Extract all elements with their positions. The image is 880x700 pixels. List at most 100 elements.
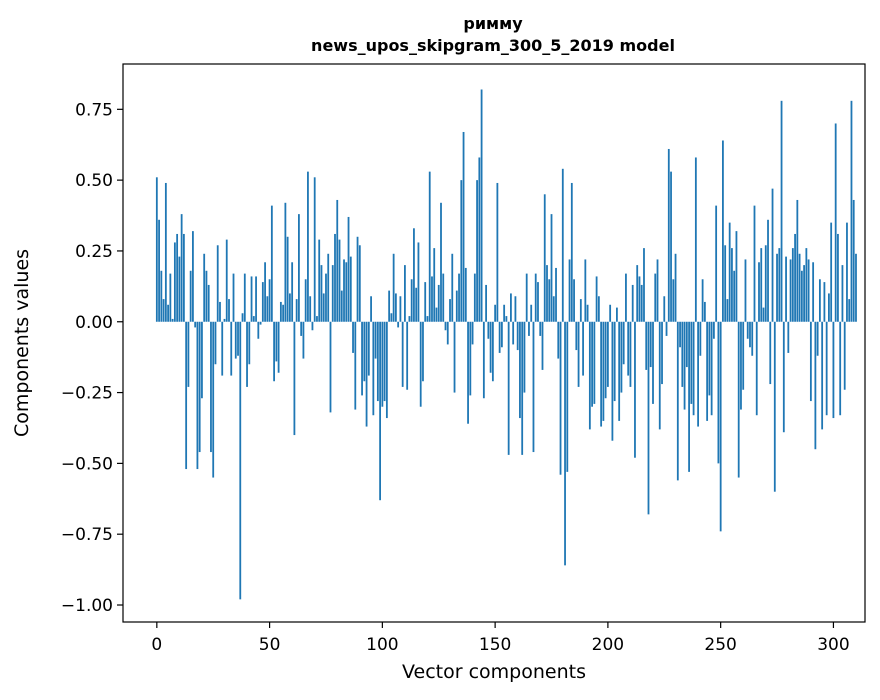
bar-component-128 <box>444 321 447 331</box>
bar-component-63 <box>298 214 300 322</box>
bar-component-181 <box>564 321 566 566</box>
bar-component-89 <box>356 236 359 322</box>
bar-component-224 <box>661 321 663 385</box>
y-tick-label-0: 0.75 <box>75 100 113 120</box>
bar-component-230 <box>674 253 677 322</box>
bar-component-247 <box>712 321 715 339</box>
bar-component-156 <box>507 321 510 455</box>
bar-component-56 <box>282 304 285 322</box>
bar-component-93 <box>365 321 368 427</box>
bar-component-144 <box>480 89 483 322</box>
bar-component-5 <box>167 304 169 322</box>
bar-component-197 <box>600 321 603 427</box>
bar-component-213 <box>636 265 639 322</box>
bar-component-268 <box>760 248 763 322</box>
bars-group <box>155 89 857 600</box>
bar-component-273 <box>771 188 774 322</box>
chart-title-model: news_upos_skipgram_300_5_2019 model <box>311 36 675 55</box>
bar-component-170 <box>539 321 542 336</box>
bar-component-308 <box>850 100 853 322</box>
bar-component-90 <box>358 245 361 322</box>
bar-component-13 <box>185 321 188 470</box>
bar-component-212 <box>634 321 636 458</box>
bar-component-195 <box>595 276 598 322</box>
bar-component-153 <box>500 321 503 348</box>
bar-component-235 <box>685 321 688 368</box>
bar-component-9 <box>176 233 179 322</box>
bar-component-266 <box>755 321 758 416</box>
bar-component-40 <box>246 321 248 387</box>
bar-component-70 <box>313 177 316 322</box>
bar-component-123 <box>433 248 436 322</box>
bar-component-183 <box>568 259 571 322</box>
bar-component-85 <box>347 216 350 322</box>
bar-component-177 <box>555 267 557 322</box>
bar-component-22 <box>205 270 208 322</box>
bar-component-121 <box>428 171 431 322</box>
bar-component-6 <box>169 273 172 322</box>
bar-component-232 <box>679 321 681 348</box>
bar-component-4 <box>164 182 167 322</box>
bar-component-62 <box>295 299 298 322</box>
bar-component-214 <box>638 276 641 322</box>
bar-component-163 <box>523 321 526 393</box>
bar-component-36 <box>237 321 239 356</box>
y-tick-label-6: −0.75 <box>61 525 113 545</box>
bar-component-108 <box>399 296 402 322</box>
bar-component-278 <box>782 321 785 433</box>
bar-component-91 <box>361 321 363 396</box>
bar-component-168 <box>534 273 537 322</box>
bar-component-248 <box>715 205 718 322</box>
bar-component-301 <box>834 123 837 322</box>
bar-component-39 <box>243 273 246 322</box>
bar-component-220 <box>652 321 654 404</box>
bar-component-35 <box>234 321 237 359</box>
bar-component-201 <box>609 304 612 322</box>
bar-component-209 <box>627 321 630 376</box>
bar-component-182 <box>566 321 569 472</box>
bar-component-245 <box>708 321 711 396</box>
bar-component-277 <box>780 100 783 322</box>
bar-component-264 <box>751 321 754 356</box>
bar-component-274 <box>773 321 776 492</box>
bar-component-225 <box>663 296 666 322</box>
bar-component-96 <box>372 321 375 416</box>
x-tick-label-6: 300 <box>817 635 849 655</box>
bar-component-279 <box>785 256 787 322</box>
bar-component-211 <box>631 284 634 322</box>
bar-component-290 <box>809 321 812 402</box>
bar-component-280 <box>787 321 790 353</box>
bar-component-257 <box>735 231 738 322</box>
bar-component-54 <box>277 321 280 373</box>
bar-component-30 <box>223 318 226 322</box>
bar-component-75 <box>325 273 327 322</box>
bar-component-41 <box>248 321 251 365</box>
bar-component-202 <box>611 321 614 441</box>
bar-component-0 <box>155 177 158 322</box>
bar-component-11 <box>180 214 183 322</box>
bar-component-44 <box>255 276 257 322</box>
bar-component-1 <box>158 219 160 322</box>
bar-component-61 <box>293 321 296 436</box>
bar-component-55 <box>279 301 282 322</box>
bar-component-236 <box>688 321 690 472</box>
bar-component-206 <box>620 321 623 393</box>
bar-component-294 <box>818 279 821 322</box>
bar-component-155 <box>505 316 508 322</box>
bar-component-259 <box>740 321 742 410</box>
bar-component-262 <box>746 321 749 339</box>
bar-component-51 <box>270 205 273 322</box>
bar-component-136 <box>462 131 465 322</box>
bar-component-309 <box>852 199 855 322</box>
x-tick-label-3: 150 <box>479 635 511 655</box>
bar-component-240 <box>697 321 699 427</box>
bar-component-254 <box>728 222 731 322</box>
bar-component-143 <box>478 157 481 322</box>
bar-component-208 <box>625 273 627 322</box>
bar-component-258 <box>737 321 740 478</box>
bar-component-7 <box>171 318 174 322</box>
bar-component-250 <box>719 321 722 532</box>
bar-component-78 <box>331 265 334 322</box>
bar-component-154 <box>503 304 506 322</box>
